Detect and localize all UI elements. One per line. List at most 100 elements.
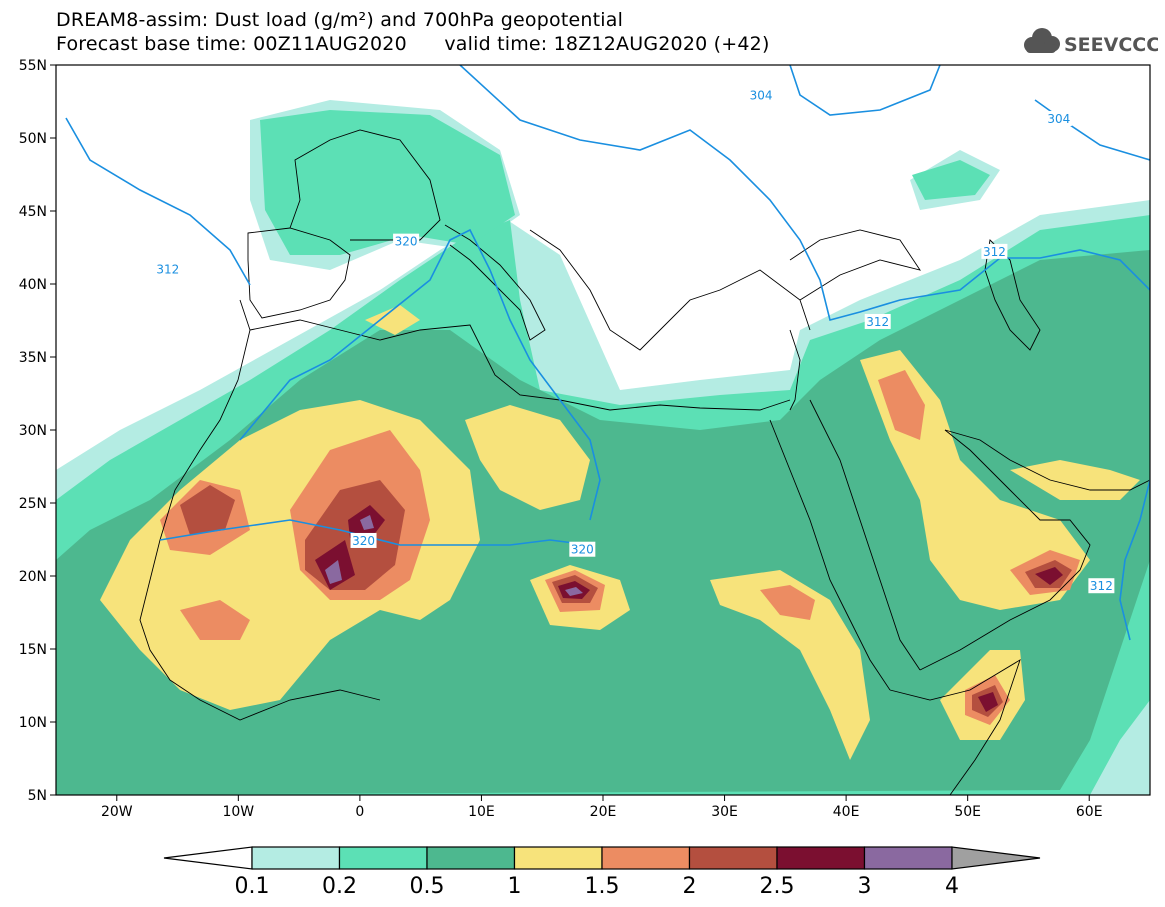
contour-label-bg	[1045, 111, 1072, 127]
lat-tick-label: 25N	[19, 496, 47, 512]
dust-field: 304 304 320 312 312 312 320 320 312	[56, 65, 1150, 795]
valid-time-label: valid time: 18Z12AUG2020 (+42)	[444, 33, 770, 55]
contour-label: 304	[1047, 112, 1070, 126]
logo-text: SEEVCCC	[1064, 34, 1158, 56]
colorbar-segment	[338, 846, 428, 870]
contour-312-south	[1119, 479, 1150, 641]
contour-320-south	[159, 519, 591, 546]
colorbar-label: 2	[683, 874, 697, 899]
coast-persian-gulf	[944, 429, 1150, 491]
coast-arabia-west	[809, 399, 921, 671]
lat-tick-label: 45N	[19, 204, 47, 220]
contour-label: 304	[750, 89, 773, 103]
dust-band-1-libya	[465, 405, 590, 510]
contour-label: 312	[866, 315, 889, 329]
longitude-axis: 20W 10W 0 10E 20E 30E 40E 50E 60E	[101, 795, 1103, 820]
dust-band-2.5-somalia	[978, 692, 998, 712]
contour-labels: 304 304 320 312 312 312 320 320 312	[154, 87, 1115, 594]
dust-band-2	[180, 485, 235, 535]
lon-tick-label: 50E	[954, 804, 981, 820]
coast-iberia	[247, 227, 351, 319]
map-title: DREAM8-assim: Dust load (g/m²) and 700hP…	[56, 9, 624, 31]
colorbar-segment	[251, 846, 341, 870]
contour-label-bg	[350, 532, 377, 548]
lon-tick-label: 40E	[833, 804, 860, 820]
contour-label: 320	[571, 543, 594, 557]
lat-tick-label: 15N	[19, 642, 47, 658]
colorbar-label: 1	[508, 874, 522, 899]
dust-band-3-chad	[565, 587, 583, 596]
lon-tick-label: 10E	[468, 804, 495, 820]
colorbar-segment	[863, 846, 953, 870]
colorbar-label: 3	[858, 874, 872, 899]
coast-north-africa	[249, 319, 791, 411]
dust-band-3-north	[360, 515, 374, 530]
lat-tick-label: 50N	[19, 131, 47, 147]
lat-tick-label: 10N	[19, 715, 47, 731]
dust-band-1.5-mauritania	[180, 600, 250, 640]
colorbar-label: 0.5	[410, 874, 445, 899]
contour-304-north	[789, 65, 941, 116]
contour-label-bg	[154, 261, 181, 277]
colorbar-segment	[601, 846, 691, 870]
coast-red-sea	[769, 419, 891, 691]
colorbar: 0.1 0.2 0.5 1 1.5 2 2.5 3 4	[163, 846, 1041, 899]
coast-arabia-south	[919, 429, 1091, 671]
lat-tick-label: 40N	[19, 277, 47, 293]
seevccc-logo: SEEVCCC	[1024, 28, 1158, 56]
coastlines	[139, 129, 1150, 795]
time-line: Forecast base time: 00Z11AUG2020 valid t…	[56, 33, 770, 55]
dust-band-0.2-caspian	[912, 160, 990, 200]
coast-caspian-sea	[984, 239, 1041, 351]
lat-tick-label: 20N	[19, 569, 47, 585]
contour-label-bg	[748, 87, 775, 103]
lat-tick-label: 30N	[19, 423, 47, 439]
colorbar-segment	[776, 846, 866, 870]
colorbar-label: 0.1	[235, 874, 270, 899]
colorbar-segment	[688, 846, 778, 870]
coast-horn-of-africa	[889, 658, 1021, 795]
dust-band-3	[325, 560, 342, 584]
lon-tick-label: 10W	[222, 804, 254, 820]
colorbar-label: 1.5	[585, 874, 620, 899]
lon-tick-label: 30E	[711, 804, 738, 820]
coast-levant	[789, 329, 801, 411]
lon-tick-label: 20E	[590, 804, 617, 820]
contour-label-bg	[393, 233, 420, 249]
contour-label: 320	[395, 235, 418, 249]
colorbar-segment	[426, 846, 516, 870]
contour-label-bg	[569, 541, 596, 557]
lon-tick-label: 20W	[101, 804, 133, 820]
cloud-icon	[1024, 28, 1060, 53]
lat-tick-label: 55N	[19, 58, 47, 74]
coast-black-sea	[789, 229, 922, 301]
contour-label: 320	[352, 534, 375, 548]
dust-band-1-sudan	[710, 570, 870, 760]
contour-label-bg	[981, 243, 1008, 259]
contour-312-west	[65, 117, 251, 286]
contour-label: 312	[1090, 579, 1113, 593]
dust-band-2.5-oman	[1035, 567, 1063, 585]
contour-label-bg	[1088, 578, 1115, 594]
coast-balkans-greece	[529, 229, 811, 351]
colorbar-label: 0.2	[322, 874, 357, 899]
colorbar-label: 2.5	[760, 874, 795, 899]
coast-italy	[444, 224, 546, 341]
colorbar-label: 4	[945, 874, 959, 899]
contour-312-east	[459, 65, 1150, 321]
contour-label-bg	[864, 313, 891, 329]
contour-label: 312	[983, 245, 1006, 259]
colorbar-min-arrow	[163, 846, 253, 870]
lon-tick-label: 0	[355, 804, 364, 820]
dust-band-1-algeria	[365, 305, 420, 335]
latitude-axis: 55N 50N 45N 40N 35N 30N 25N 20N 15N 10N 5N	[19, 58, 56, 804]
coast-west-africa	[139, 299, 381, 721]
dust-band-0.2-north	[260, 110, 515, 255]
colorbar-max-arrow	[951, 846, 1041, 870]
contour-320-north	[239, 228, 601, 521]
contour-label: 312	[156, 262, 179, 276]
base-time-label: Forecast base time: 00Z11AUG2020	[56, 33, 407, 55]
colorbar-segment	[513, 846, 603, 870]
lat-tick-label: 5N	[28, 788, 47, 804]
